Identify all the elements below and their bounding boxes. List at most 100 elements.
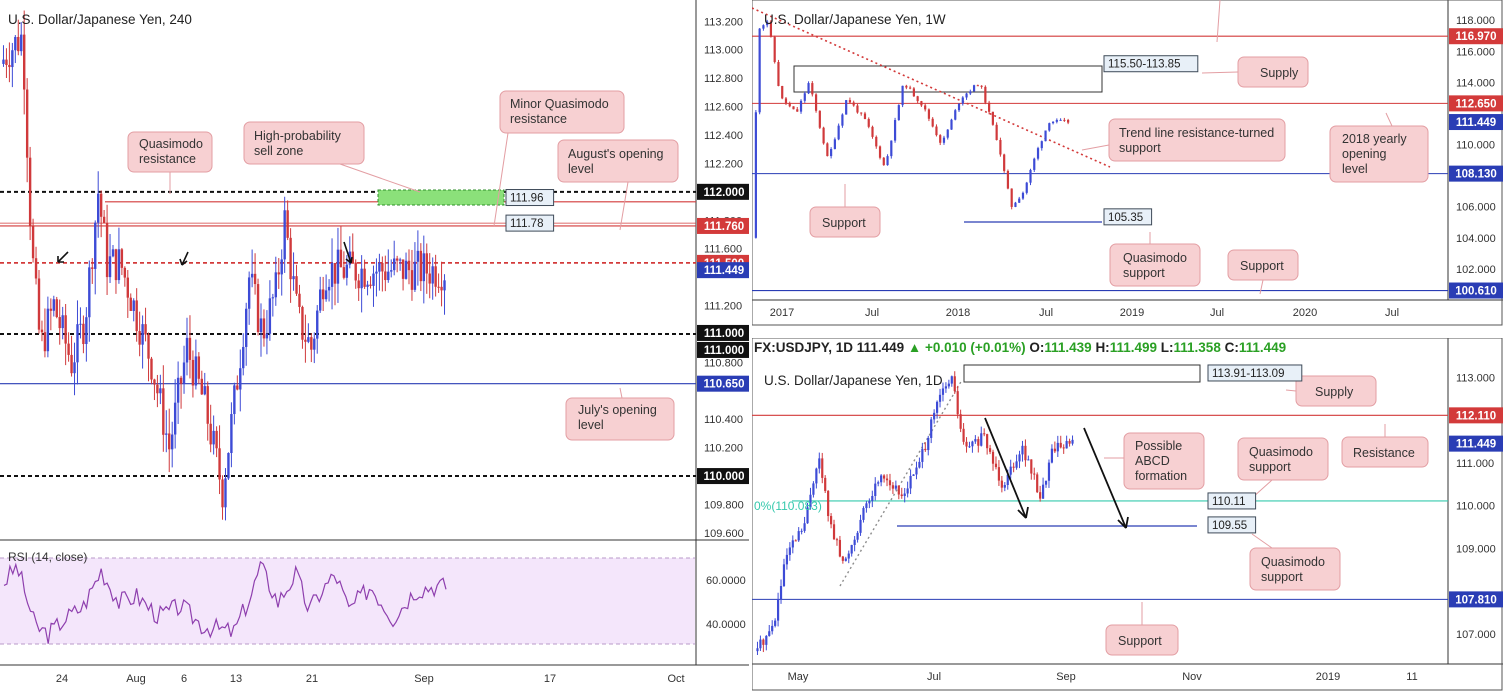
svg-text:resistance: resistance	[139, 152, 196, 166]
candle	[773, 35, 776, 64]
candle	[931, 117, 934, 128]
candle	[159, 374, 162, 405]
svg-text:Supply: Supply	[1260, 66, 1299, 80]
chart-1w-svg[interactable]: Supply Trend line resistance-turned supp…	[751, 0, 1503, 326]
candle	[927, 108, 931, 122]
candle	[768, 624, 771, 637]
svg-text:level: level	[1342, 162, 1368, 176]
price-label: 111.449	[697, 262, 751, 279]
chart-4h-svg[interactable]: Quasimodo resistance High-probability se…	[0, 0, 751, 691]
ohlc-c-label: C:	[1224, 340, 1239, 355]
annotation-quasimodo-daily-2: Quasimodo support	[1249, 533, 1341, 591]
candle	[785, 548, 789, 570]
candle	[1021, 440, 1024, 462]
candle	[76, 300, 79, 385]
candle	[845, 99, 848, 115]
candle	[165, 410, 168, 453]
candle	[79, 307, 82, 339]
candle	[230, 402, 233, 468]
candle	[280, 249, 283, 296]
svg-text:formation: formation	[1135, 469, 1187, 483]
candle	[1048, 122, 1051, 132]
candle	[991, 449, 995, 471]
candle	[286, 200, 289, 241]
chart-1d-panel[interactable]: 0%(110.083) Supply Possible ABCD formati…	[751, 337, 1503, 691]
candle	[915, 461, 918, 480]
candle	[794, 539, 797, 542]
candle	[194, 339, 198, 390]
chart-4h-panel[interactable]: Quasimodo resistance High-probability se…	[0, 0, 751, 691]
candle	[912, 87, 915, 97]
candle	[247, 271, 251, 325]
candle	[310, 333, 313, 363]
price-label: 107.810	[1449, 591, 1503, 608]
candle	[906, 481, 909, 498]
candle	[771, 620, 774, 635]
chart-1d-svg[interactable]: 0%(110.083) Supply Possible ABCD formati…	[751, 337, 1503, 691]
candle	[265, 310, 269, 355]
y-tick-label: 109.600	[704, 528, 744, 540]
candle	[941, 382, 945, 402]
candle	[1047, 459, 1051, 488]
y-tick-label: 109.000	[1456, 543, 1496, 555]
candle	[375, 258, 378, 297]
annotation-trendline: Trend line resistance-turned support	[1081, 118, 1286, 162]
candle	[933, 409, 936, 424]
svg-text:Support: Support	[822, 216, 866, 230]
candle	[782, 558, 786, 588]
y-tick-label: 118.000	[1456, 15, 1495, 27]
candle	[443, 274, 446, 315]
candle	[31, 218, 35, 263]
x-tick-label: Aug	[126, 673, 146, 685]
svg-text:111.000: 111.000	[704, 345, 744, 357]
candle	[800, 528, 803, 535]
candle	[404, 252, 408, 280]
price-label: 110.000	[697, 468, 751, 485]
y-tick-label: 112.600	[704, 102, 743, 114]
candle	[844, 556, 847, 562]
candle	[765, 635, 768, 651]
svg-text:sell zone: sell zone	[254, 144, 303, 158]
candle	[73, 342, 76, 396]
candle	[271, 293, 275, 317]
candle	[821, 452, 824, 484]
x-tick-label: Oct	[667, 673, 684, 685]
y-tick-label: 110.200	[704, 443, 743, 455]
candle	[153, 378, 156, 401]
annotation-sell-zone: High-probability sell zone	[243, 121, 421, 193]
x-tick-label: Jul	[927, 671, 941, 683]
candle	[14, 34, 17, 64]
candle	[91, 258, 94, 284]
small-price-label: 115.50-113.85	[1103, 55, 1199, 73]
candle	[977, 436, 980, 453]
ohlc-h-value: 111.499	[1109, 340, 1157, 355]
candle	[974, 435, 977, 444]
candle	[762, 638, 765, 653]
chart-1w-panel[interactable]: Supply Trend line resistance-turned supp…	[751, 0, 1503, 326]
svg-text:High-probability: High-probability	[254, 129, 342, 143]
candle	[242, 333, 245, 376]
supply-box-daily	[963, 364, 1201, 383]
candle	[930, 416, 933, 444]
candle	[58, 299, 61, 345]
candle	[871, 125, 874, 139]
candle	[1029, 168, 1032, 186]
candle	[428, 253, 431, 299]
candle	[829, 513, 833, 529]
candle	[784, 96, 788, 106]
svg-text:opening: opening	[1342, 147, 1387, 161]
candle	[422, 235, 425, 304]
candle	[803, 516, 806, 533]
candle	[1003, 153, 1006, 173]
svg-text:Quasimodo: Quasimodo	[1123, 251, 1187, 265]
candle	[1024, 439, 1027, 467]
candle	[924, 103, 927, 112]
candle	[324, 274, 328, 302]
annotation-abcd: Possible ABCD formation	[1104, 432, 1205, 490]
candle	[835, 537, 839, 546]
x-tick-label: Jul	[1385, 307, 1399, 319]
y-tick-label: 111.200	[704, 301, 742, 313]
candle	[366, 280, 369, 296]
candle	[1039, 485, 1042, 502]
candle	[862, 506, 865, 523]
